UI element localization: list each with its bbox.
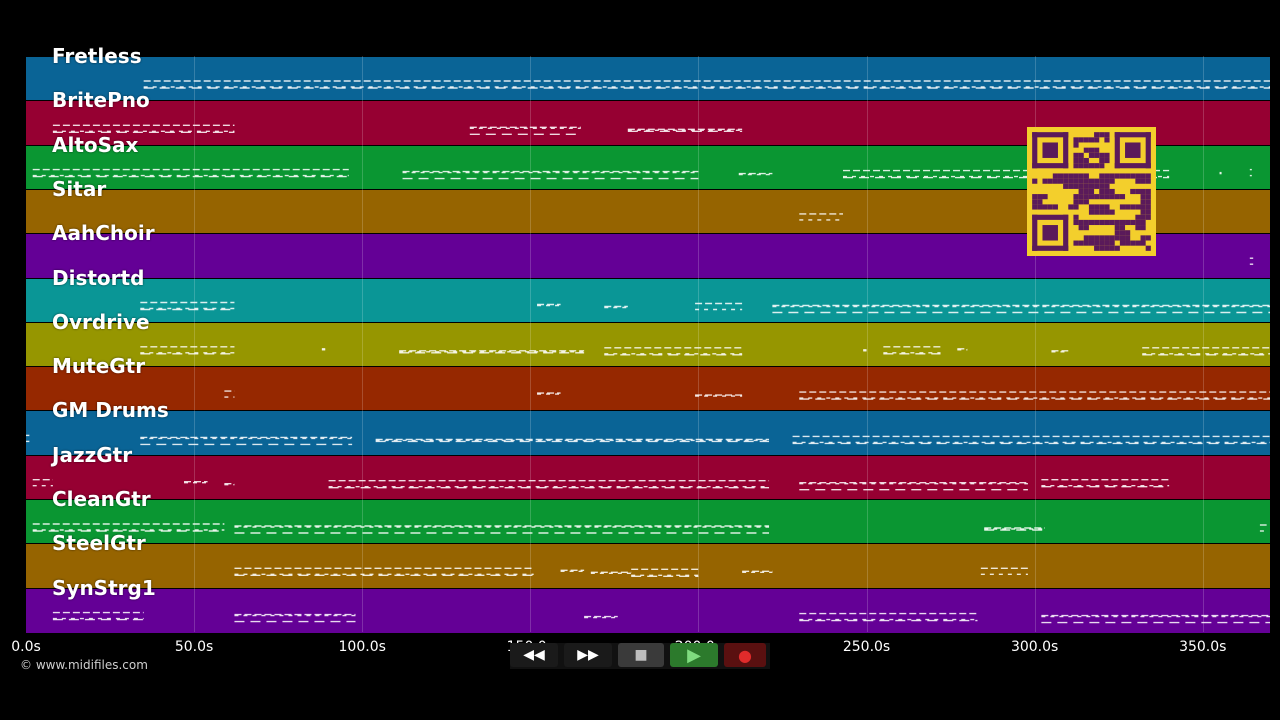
track-label: SynStrg1 [52, 575, 156, 600]
track-lane: MuteGtr [26, 355, 1270, 412]
grid-line [530, 56, 532, 632]
stop-icon: ■ [634, 647, 648, 663]
grid-line [698, 56, 700, 632]
track-lane: Fretless [26, 45, 1270, 101]
note-layer [26, 80, 1270, 624]
time-tick-label: 50.0s [174, 639, 214, 655]
grid-line [1202, 56, 1204, 632]
time-tick-label: 300.0s [1010, 639, 1059, 655]
track-lane: JazzGtr [26, 444, 1270, 500]
stop-button[interactable]: ■ [618, 643, 664, 667]
grid-line [194, 56, 196, 632]
time-tick-label: 350.0s [1179, 639, 1227, 655]
transport-controls: ◀◀ ▶▶ ■ ▶ ● [510, 643, 770, 669]
track-lane: Ovrdrive [26, 311, 1270, 367]
track-lane: CleanGtr [26, 488, 1270, 544]
grid-line [866, 56, 868, 632]
time-tick-label: 250.0s [842, 639, 891, 655]
grid-line [362, 56, 364, 632]
track-lane: SteelGtr [26, 532, 1270, 589]
record-icon: ● [738, 645, 752, 665]
track-label: MuteGtr [52, 354, 146, 379]
track-label: GM Drums [52, 398, 169, 423]
record-button[interactable]: ● [724, 643, 766, 667]
fast-forward-icon: ▶▶ [577, 647, 599, 663]
track-label: BritePno [52, 88, 150, 113]
track-label: Distortd [52, 265, 145, 290]
rewind-button[interactable]: ◀◀ [510, 643, 558, 667]
track-label: SteelGtr [52, 531, 146, 556]
track-label: Ovrdrive [52, 309, 150, 334]
track-label: JazzGtr [52, 442, 133, 467]
time-tick-label: 0.0s [11, 639, 41, 655]
track-lane: SynStrg1 [26, 577, 1270, 633]
rewind-icon: ◀◀ [523, 647, 545, 663]
track-label: AahChoir [52, 221, 155, 246]
track-label: Fretless [52, 44, 142, 68]
time-tick-label: 100.0s [338, 639, 386, 655]
track-label: AltoSax [52, 132, 139, 157]
qr-code[interactable] [1027, 127, 1156, 256]
grid-line [1034, 56, 1036, 632]
credit-text: © www.midifiles.com [20, 658, 148, 672]
track-lane: GM Drums [26, 399, 1270, 456]
track-lane: Distortd [26, 267, 1270, 323]
track-label: Sitar [52, 176, 107, 201]
play-icon: ▶ [687, 644, 701, 666]
track-lane: AahChoir [26, 222, 1270, 279]
play-button[interactable]: ▶ [670, 643, 718, 667]
track-label: CleanGtr [52, 487, 151, 511]
fast-forward-button[interactable]: ▶▶ [564, 643, 612, 667]
